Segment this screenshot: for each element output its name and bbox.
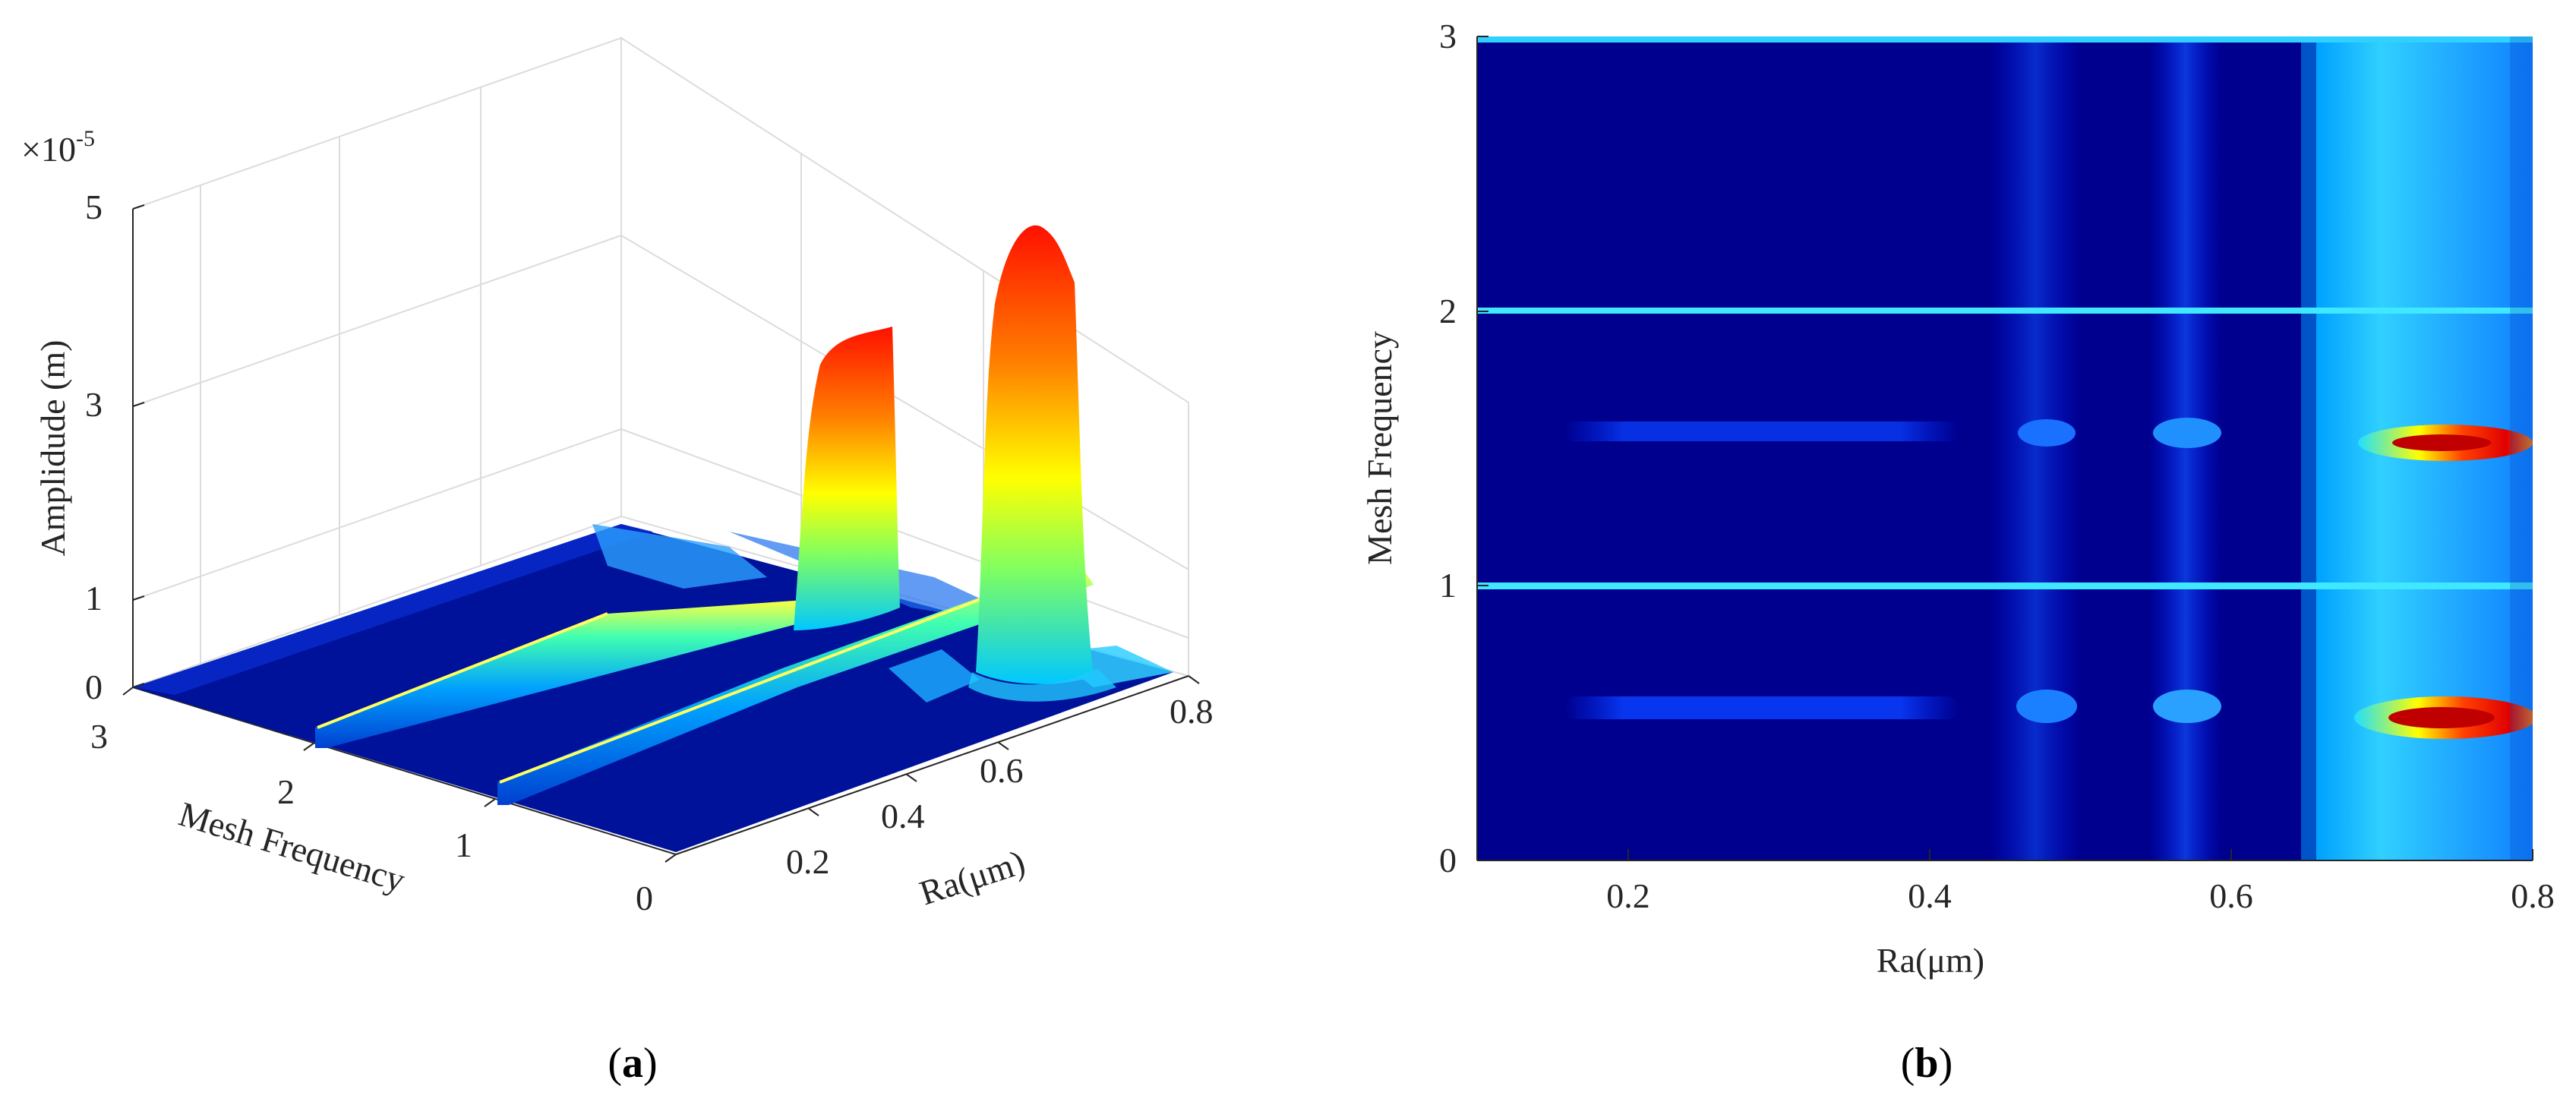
panel-a-y-tick-label: 2 <box>277 772 295 811</box>
panel-a-x-axis-label: Ra(μm) <box>915 842 1030 912</box>
panel-b-hotspot-0.5-core <box>2388 707 2495 728</box>
panel-b-column <box>2149 36 2221 860</box>
panel-b-y-tick-label: 0 <box>1439 841 1457 879</box>
panel-b-y-axis-label: Mesh Frequency <box>1360 331 1399 565</box>
panel-a-surface-bump-1 <box>889 649 980 702</box>
panel-b-spot <box>2018 419 2076 447</box>
panel-a-x-axis-line <box>675 675 1189 855</box>
panel-b-caption-letter: b <box>1915 1040 1938 1087</box>
panel-a-z-scale-exponent: -5 <box>76 126 95 151</box>
panel-b-right-edge <box>2510 36 2533 860</box>
panel-a-x-ticks <box>807 675 1200 816</box>
panel-b-spot <box>2016 690 2077 723</box>
panel-a-y-ticks <box>122 687 677 863</box>
panel-a-z-tick-label: 0 <box>85 668 103 706</box>
panel-a-x-tick-label: 0.8 <box>1170 692 1214 731</box>
panel-b-column-edge <box>2301 36 2324 860</box>
panel-a-y-tick-label: 3 <box>90 717 108 756</box>
panel-b-x-tick-label: 0.8 <box>2511 876 2555 915</box>
panel-b-y-tick-label: 3 <box>1439 17 1457 55</box>
panel-b-spot <box>2153 690 2221 723</box>
panel-a-z-axis-label: Amplidude (m) <box>33 340 72 557</box>
panel-b-line-freq-1 <box>1477 582 2533 589</box>
panel-a-x-tick-label: 0.4 <box>881 797 925 835</box>
panel-a-peak-2 <box>976 225 1094 684</box>
panel-a-ridge-1 <box>497 562 1094 805</box>
panel-a-y-tick-label: 1 <box>455 826 472 864</box>
panel-a-z-ticks <box>132 204 145 688</box>
panel-a-x-tick-label: 0.2 <box>786 842 830 881</box>
panel-b-hotspot-1.5-core <box>2392 434 2491 451</box>
panel-b-x-tick-label: 0.2 <box>1606 876 1650 915</box>
panel-a-z-scale-base: ×10 <box>21 130 76 169</box>
panel-a-ridge-2 <box>315 600 816 748</box>
panel-b-caption: (b) <box>1901 1040 1953 1087</box>
panel-b-column <box>1990 36 2081 860</box>
panel-a-z-tick-label: 3 <box>85 385 103 424</box>
panel-a-z-scale-label: ×10-5 <box>21 126 95 169</box>
panel-b-line-freq-2 <box>1477 308 2533 314</box>
panel-a-peak-1 <box>794 327 900 630</box>
panel-b-y-ticks <box>1477 36 1488 861</box>
panel-b-y-tick-label: 1 <box>1439 566 1457 605</box>
panel-a-peak-2-skirt <box>968 668 1116 702</box>
panel-b-band <box>1564 696 1959 719</box>
panel-a-surface-back-bump <box>592 524 767 589</box>
panel-a-x-tick-label: 0.6 <box>980 751 1024 790</box>
panel-b-x-ticks <box>1627 849 2533 860</box>
panel-b-band <box>1564 421 1959 441</box>
panel-a-y-axis-line <box>132 687 677 855</box>
panel-b-spot <box>2153 418 2221 448</box>
panel-a-z-tick-label: 5 <box>85 188 103 226</box>
panel-a-ridge-2-crest <box>317 612 608 729</box>
panel-a-y-tick-label: 0 <box>636 879 653 917</box>
panel-a-surface-back-edge <box>133 524 653 695</box>
panel-b-x-tick-label: 0.4 <box>1908 876 1952 915</box>
panel-b-heatmap: 3 2 1 0 Mesh Frequency 0.2 0.4 0.6 0.8 R… <box>1360 17 2555 1087</box>
panel-a-caption: (a) <box>608 1040 657 1087</box>
panel-a-z-tick-label: 1 <box>85 579 103 617</box>
panel-b-y-tick-label: 2 <box>1439 292 1457 330</box>
panel-a-caption-letter: a <box>622 1040 643 1087</box>
panel-b-x-tick-label: 0.6 <box>2209 876 2253 915</box>
panel-b-line-freq-3 <box>1477 36 2533 43</box>
panel-a-surface-plot: 5 3 1 0 ×10-5 Amplidude (m) 3 2 1 0 Mesh… <box>21 36 1214 1087</box>
panel-b-x-axis-label: Ra(μm) <box>1877 941 1984 980</box>
